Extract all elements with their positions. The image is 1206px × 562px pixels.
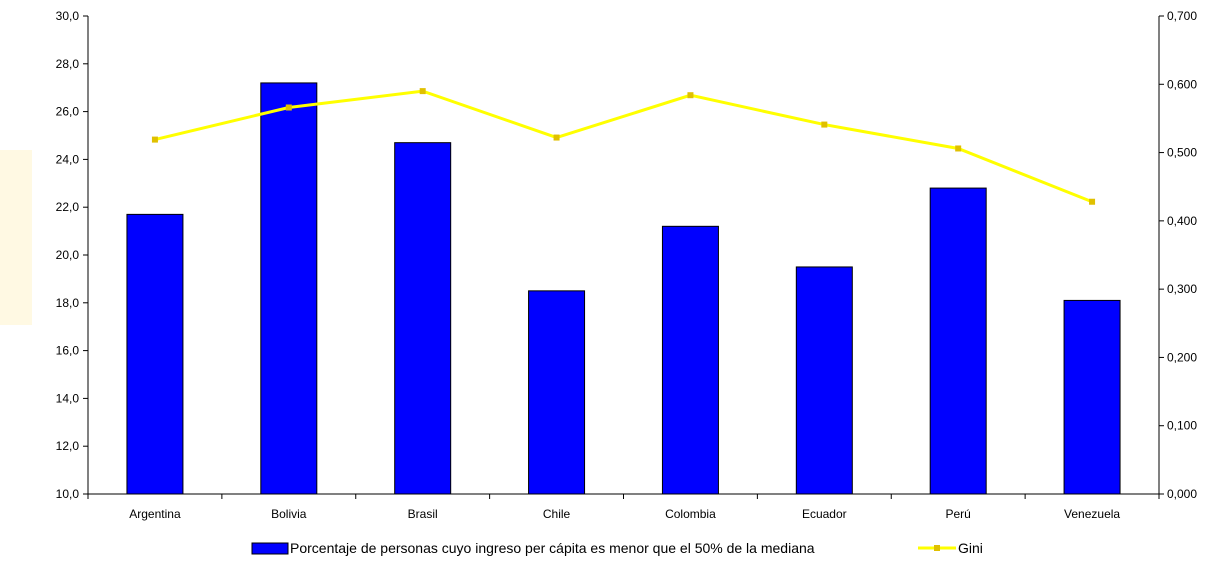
bar-series <box>126 82 1121 495</box>
y-left-tick-label: 20,0 <box>56 248 80 262</box>
y-left-tick-label: 26,0 <box>56 105 80 119</box>
x-category-label: Colombia <box>665 507 716 521</box>
gini-marker-brasil <box>419 88 426 95</box>
legend-line-marker <box>934 545 940 551</box>
bar-colombia <box>661 225 719 495</box>
y-left-tick-label: 22,0 <box>56 200 80 214</box>
y-right-tick-label: 0,700 <box>1167 9 1197 23</box>
gini-marker-colombia <box>687 92 694 99</box>
x-category-label: Brasil <box>408 507 438 521</box>
y-right-tick-label: 0,500 <box>1167 146 1197 160</box>
y-right-tick-label: 0,200 <box>1167 350 1197 364</box>
gini-line-series <box>151 88 1096 205</box>
gini-line <box>154 89 1093 204</box>
x-category-label: Bolivia <box>271 507 307 521</box>
y-right-tick-label: 0,100 <box>1167 419 1197 433</box>
y-left-tick-label: 30,0 <box>56 9 80 23</box>
y-left-tick-label: 16,0 <box>56 344 80 358</box>
gini-marker-bolivia <box>285 104 292 111</box>
y-left-tick-label: 12,0 <box>56 439 80 453</box>
tick-labels: 10,0 12,0 14,0 16,0 18,0 20,0 22,0 24,0 26,0 28,0… <box>56 9 1198 521</box>
bar-ecuador <box>795 266 853 495</box>
y-right-tick-label: 0,300 <box>1167 282 1197 296</box>
gini-marker-venezuela <box>1089 198 1096 205</box>
legend: Porcentaje de personas cuyo ingreso per … <box>251 540 983 556</box>
y-right-tick-label: 0,600 <box>1167 77 1197 91</box>
y-left-tick-label: 24,0 <box>56 152 80 166</box>
x-category-label: Ecuador <box>802 507 847 521</box>
y-left-tick-label: 18,0 <box>56 296 80 310</box>
axes <box>83 15 1164 499</box>
legend-bar-swatch <box>251 542 289 555</box>
x-category-label: Chile <box>543 507 571 521</box>
y-left-tick-label: 14,0 <box>56 391 80 405</box>
legend-bar-label: Porcentaje de personas cuyo ingreso per … <box>290 540 815 556</box>
bar-chile <box>528 290 586 495</box>
y-right-tick-label: 0,400 <box>1167 214 1197 228</box>
legend-line-label: Gini <box>958 540 983 556</box>
gini-marker-ecuador <box>821 121 828 128</box>
gini-marker-chile <box>553 134 560 141</box>
gini-marker-argentina <box>151 136 158 143</box>
bar-argentina <box>126 213 184 495</box>
bar-brasil <box>394 142 452 495</box>
watermark-shape <box>0 150 32 325</box>
gini-marker-per <box>955 145 962 152</box>
y-left-tick-label: 10,0 <box>56 487 80 501</box>
watermark <box>0 150 32 325</box>
bar-bolivia <box>260 82 318 495</box>
x-category-label: Perú <box>946 507 971 521</box>
y-left-tick-label: 28,0 <box>56 57 80 71</box>
bar-per <box>929 187 987 495</box>
bar-venezuela <box>1063 299 1121 495</box>
y-right-tick-label: 0,000 <box>1167 487 1197 501</box>
x-category-label: Venezuela <box>1064 507 1120 521</box>
x-category-label: Argentina <box>129 507 181 521</box>
